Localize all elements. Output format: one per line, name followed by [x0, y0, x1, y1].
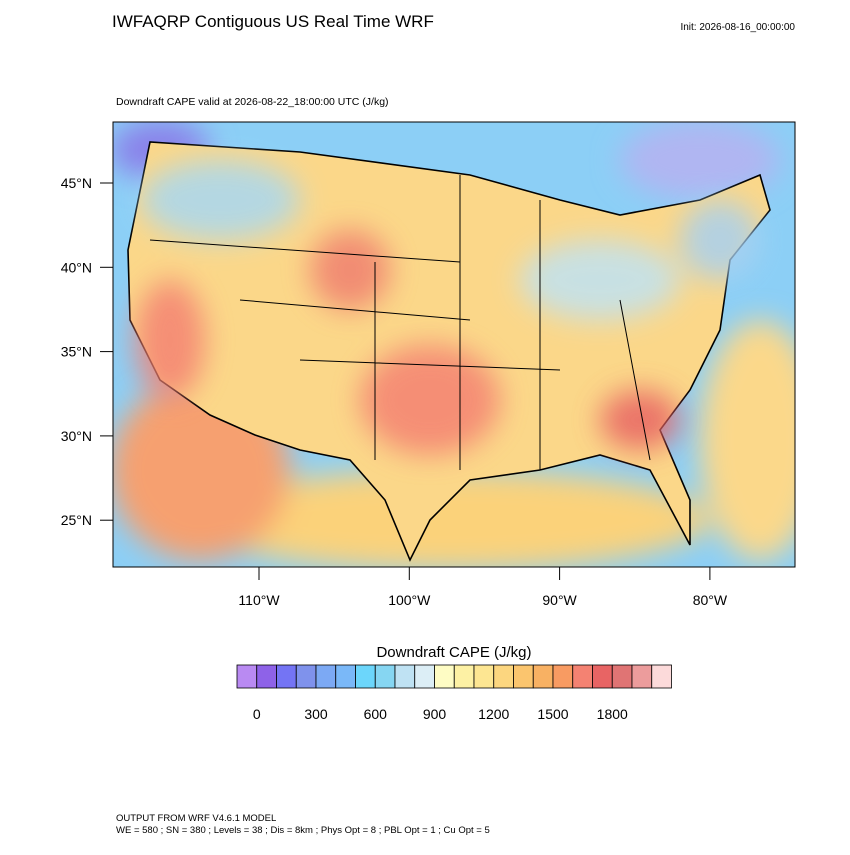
- lat-label: 30°N: [61, 428, 92, 444]
- colorbar-box: [315, 664, 337, 689]
- lat-axis: 45°N 40°N 35°N 30°N 25°N: [61, 175, 113, 528]
- lon-label: 90°W: [542, 592, 577, 608]
- colorbar-box: [355, 664, 376, 689]
- colorbar-title: Downdraft CAPE (J/kg): [376, 644, 531, 661]
- colorbar-box: [276, 664, 297, 689]
- colorbar-box: [631, 664, 653, 689]
- colorbar-box: [414, 664, 435, 689]
- colorbar-box: [394, 664, 416, 689]
- footer-line: WE = 580 ; SN = 380 ; Levels = 38 ; Dis …: [116, 825, 490, 836]
- subtitle: Downdraft CAPE valid at 2026-08-22_18:00…: [116, 96, 389, 108]
- colorbar-label: 1500: [537, 706, 568, 722]
- lon-label: 110°W: [238, 592, 280, 608]
- colorbar-box: [256, 664, 277, 689]
- init-time: Init: 2026-08-16_00:00:00: [680, 22, 795, 33]
- colorbar-box: [513, 664, 534, 689]
- lat-label: 40°N: [61, 259, 92, 275]
- colorbar-box: [651, 664, 672, 689]
- map-frame: [112, 121, 796, 568]
- map-field: [113, 122, 795, 567]
- colorbar-box: [335, 664, 356, 689]
- lat-label: 45°N: [61, 175, 92, 191]
- colorbar-label: 600: [364, 706, 388, 722]
- colorbar-box: [572, 664, 593, 689]
- colorbar-label: 1800: [597, 706, 628, 722]
- title: IWFAQRP Contiguous US Real Time WRF: [112, 12, 434, 31]
- colorbar-box: [552, 664, 574, 689]
- colorbar-box: [473, 664, 495, 689]
- colorbar-box: [592, 664, 613, 689]
- lon-label: 100°W: [388, 592, 431, 608]
- colorbar-box: [532, 664, 554, 689]
- colorbar-label: 1200: [478, 706, 509, 722]
- colorbar-box: [434, 664, 455, 689]
- colorbar-label: 900: [423, 706, 447, 722]
- colorbar: 0 300 600 900 1200 1500 1800: [236, 664, 672, 722]
- colorbar-label: 0: [253, 706, 261, 722]
- colorbar-box: [374, 664, 396, 689]
- colorbar-box: [611, 664, 633, 689]
- colorbar-box: [493, 664, 514, 689]
- colorbar-box: [236, 664, 258, 689]
- lat-label: 25°N: [61, 512, 92, 528]
- lon-axis: 110°W 100°W 90°W 80°W: [238, 567, 728, 608]
- colorbar-box: [453, 664, 475, 689]
- colorbar-box: [295, 664, 317, 689]
- lon-label: 80°W: [693, 592, 728, 608]
- colorbar-label: 300: [304, 706, 328, 722]
- lat-label: 35°N: [61, 344, 92, 360]
- footer-line: OUTPUT FROM WRF V4.6.1 MODEL: [116, 813, 276, 824]
